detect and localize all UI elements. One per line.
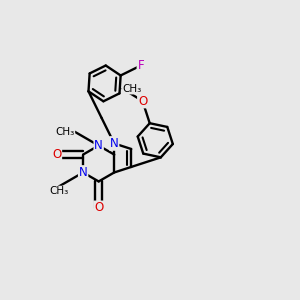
Text: O: O [94, 201, 103, 214]
Text: CH₃: CH₃ [49, 187, 68, 196]
Text: O: O [138, 94, 147, 107]
Text: CH₃: CH₃ [55, 127, 74, 136]
Text: N: N [94, 139, 103, 152]
Text: CH₃: CH₃ [123, 84, 142, 94]
Text: N: N [110, 137, 118, 150]
Text: N: N [79, 166, 88, 179]
Text: O: O [52, 148, 61, 161]
Text: F: F [137, 59, 144, 72]
